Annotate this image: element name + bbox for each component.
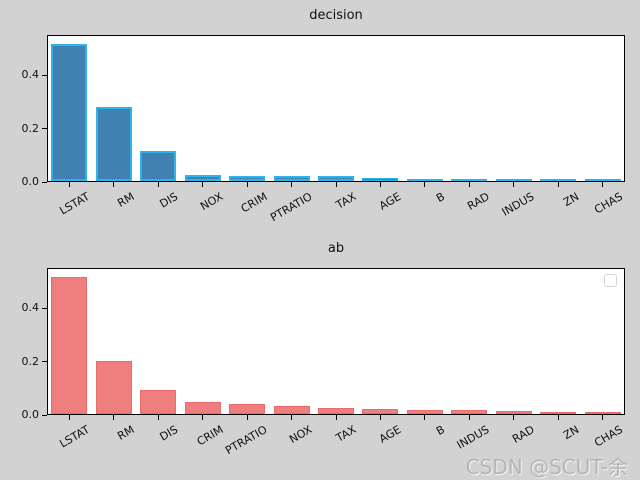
x-tick-label-dis: DIS bbox=[157, 423, 181, 444]
chart-title-ab: ab bbox=[327, 241, 345, 256]
x-tick-label-ptratio: PTRATIO bbox=[223, 423, 270, 458]
bar-dis bbox=[140, 390, 177, 414]
bar-b bbox=[406, 179, 443, 181]
bar-lstat bbox=[51, 43, 88, 181]
bar-crim bbox=[229, 176, 266, 181]
x-tickmark bbox=[68, 415, 70, 420]
x-tick-label-zn: ZN bbox=[560, 190, 581, 210]
y-tick-label: 0.2 bbox=[21, 354, 40, 368]
bar-crim bbox=[184, 401, 221, 414]
y-tick-label: 0.4 bbox=[21, 68, 40, 82]
x-tick-label-rm: RM bbox=[114, 423, 137, 443]
x-tick-label-tax: TAX bbox=[333, 190, 359, 212]
x-tick-label-tax: TAX bbox=[333, 423, 359, 445]
bar-dis bbox=[140, 150, 177, 181]
bar-rm bbox=[95, 361, 132, 414]
bar-ptratio bbox=[273, 176, 310, 181]
y-tickmark bbox=[42, 74, 47, 76]
bar-tax bbox=[318, 176, 354, 181]
bar-nox bbox=[184, 174, 221, 181]
x-tickmark bbox=[513, 182, 515, 187]
bar-rad bbox=[451, 179, 488, 181]
x-tickmark bbox=[202, 182, 204, 187]
bar-zn bbox=[540, 179, 577, 181]
x-tick-label-ptratio: PTRATIO bbox=[267, 190, 315, 225]
x-tick-label-b: B bbox=[434, 423, 448, 439]
empty-legend-box bbox=[604, 274, 617, 287]
x-tickmark bbox=[157, 415, 159, 420]
bar-zn bbox=[540, 412, 577, 414]
x-tickmark bbox=[335, 182, 337, 187]
bar-rm bbox=[95, 107, 132, 181]
x-tickmark bbox=[557, 415, 559, 420]
x-tickmark bbox=[291, 415, 293, 420]
x-tickmark bbox=[557, 182, 559, 187]
y-tick-label: 0.2 bbox=[21, 121, 40, 135]
x-tick-label-b: B bbox=[434, 190, 448, 206]
x-tick-label-lstat: LSTAT bbox=[57, 190, 92, 218]
x-tickmark bbox=[424, 415, 426, 420]
x-tickmark bbox=[291, 182, 293, 187]
x-tick-label-crim: CRIM bbox=[238, 190, 270, 216]
csdn-watermark: CSDN @SCUT-余 bbox=[465, 455, 628, 479]
x-tickmark bbox=[246, 182, 248, 187]
x-tick-label-nox: NOX bbox=[287, 423, 315, 447]
bar-indus bbox=[495, 179, 532, 181]
x-tick-label-dis: DIS bbox=[157, 190, 181, 211]
decision-bar-chart-plot-area bbox=[47, 35, 625, 182]
y-tick-label: 0.0 bbox=[21, 408, 40, 421]
x-tickmark bbox=[202, 415, 204, 420]
x-tickmark bbox=[602, 182, 604, 187]
x-tick-label-crim: CRIM bbox=[194, 423, 226, 449]
x-tickmark bbox=[68, 182, 70, 187]
x-tick-label-rad: RAD bbox=[465, 190, 492, 213]
x-tickmark bbox=[468, 415, 470, 420]
x-tickmark bbox=[468, 182, 470, 187]
x-tick-label-zn: ZN bbox=[560, 423, 581, 443]
x-tick-label-indus: INDUS bbox=[499, 190, 537, 219]
x-tickmark bbox=[424, 182, 426, 187]
x-tick-label-age: AGE bbox=[376, 190, 403, 213]
x-tick-label-nox: NOX bbox=[198, 190, 226, 214]
x-tick-label-age: AGE bbox=[376, 423, 403, 446]
bar-tax bbox=[318, 407, 354, 414]
y-tickmark bbox=[42, 128, 47, 130]
x-tick-label-rm: RM bbox=[114, 190, 137, 210]
bar-age bbox=[362, 409, 399, 414]
bar-b bbox=[406, 409, 443, 414]
x-tick-label-rad: RAD bbox=[509, 423, 537, 446]
y-tick-label: 0.0 bbox=[21, 175, 40, 188]
bar-ptratio bbox=[229, 403, 266, 414]
x-tickmark bbox=[379, 182, 381, 187]
chart-title-decision: decision bbox=[309, 8, 363, 23]
y-tickmark bbox=[42, 414, 47, 416]
bar-chas bbox=[584, 179, 621, 181]
x-tickmark bbox=[602, 415, 604, 420]
bar-lstat bbox=[51, 276, 88, 414]
x-tickmark bbox=[113, 415, 115, 420]
y-tickmark bbox=[42, 181, 47, 183]
bar-age bbox=[362, 178, 399, 181]
y-tickmark bbox=[42, 307, 47, 309]
x-tick-label-indus: INDUS bbox=[455, 423, 492, 452]
x-tickmark bbox=[246, 415, 248, 420]
bar-rad bbox=[495, 411, 532, 414]
x-tickmark bbox=[379, 415, 381, 420]
x-tick-label-chas: CHAS bbox=[592, 423, 626, 450]
x-tickmark bbox=[113, 182, 115, 187]
x-tick-label-lstat: LSTAT bbox=[57, 423, 92, 451]
y-tickmark bbox=[42, 361, 47, 363]
x-tick-label-chas: CHAS bbox=[592, 190, 626, 217]
bar-chas bbox=[584, 412, 621, 414]
x-tickmark bbox=[157, 182, 159, 187]
bar-nox bbox=[273, 405, 310, 414]
ab-bar-chart-plot-area bbox=[47, 268, 625, 415]
x-tickmark bbox=[335, 415, 337, 420]
y-tick-label: 0.4 bbox=[21, 301, 40, 315]
bar-indus bbox=[451, 410, 488, 414]
x-tickmark bbox=[513, 415, 515, 420]
